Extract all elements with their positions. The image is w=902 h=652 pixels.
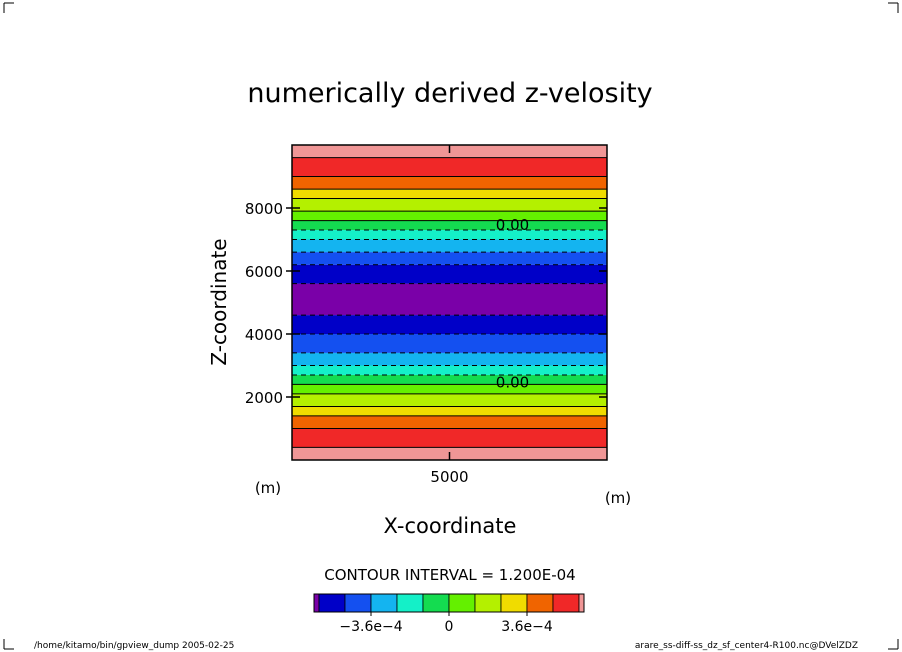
colorbar-swatch [422, 593, 450, 613]
corner-mark-top-right [888, 2, 899, 13]
colorbar-swatch [344, 593, 372, 613]
contour-band [292, 315, 607, 334]
contour-band [292, 384, 607, 394]
y-tick-label: 2000 [245, 389, 283, 407]
corner-marks [3, 2, 899, 650]
chart-title: numerically derived z-velosity [247, 78, 652, 109]
colorbar-swatch [552, 593, 580, 613]
contour-band [292, 157, 607, 177]
contour-label: 0.00 [496, 373, 529, 391]
y-axis-unit: (m) [255, 479, 281, 497]
colorbar-swatch [578, 593, 585, 613]
colorbar-swatch [526, 593, 554, 613]
footer-right: arare_ss-diff-ss_dz_sf_center4-R100.nc@D… [635, 641, 858, 651]
colorbar-swatch [318, 593, 346, 613]
corner-mark-top-left [3, 2, 14, 13]
footer-left: /home/kitamo/bin/gpview_dump 2005-02-25 [34, 641, 234, 651]
corner-mark-bottom-left [3, 639, 14, 650]
contour-band [292, 176, 607, 190]
plot-area: 0.00 0.00 2000 4000 6000 8000 5000 [245, 144, 608, 486]
contour-band [292, 252, 607, 265]
y-tick-label: 4000 [245, 326, 283, 344]
y-axis-label: Z-coordinate [207, 238, 231, 365]
colorbar-label: 3.6e−4 [501, 619, 553, 635]
contour-band [292, 365, 607, 375]
contour-interval-text: CONTOUR INTERVAL = 1.200E-04 [324, 566, 575, 584]
contour-band [292, 374, 607, 385]
colorbar-label: 0 [445, 619, 454, 635]
contour-band [292, 189, 607, 199]
colorbar-swatch [474, 593, 502, 613]
contour-band [292, 230, 607, 240]
colorbar-label: −3.6e−4 [339, 619, 402, 635]
contour-band [292, 393, 607, 407]
y-tick-label: 6000 [245, 263, 283, 281]
contour-band [292, 220, 607, 231]
colorbar-swatch [500, 593, 528, 613]
x-tick-label: 5000 [430, 468, 468, 486]
colorbar-swatch [313, 593, 320, 613]
colorbar-swatch [396, 593, 424, 613]
contour-band [292, 264, 607, 284]
contour-band [292, 239, 607, 253]
contour-band [292, 198, 607, 212]
x-axis-unit: (m) [605, 489, 631, 507]
x-axis-label: X-coordinate [384, 514, 517, 538]
contour-band [292, 428, 607, 448]
colorbar-swatch [370, 593, 398, 613]
colorbar: −3.6e−4 0 3.6e−4 [313, 593, 585, 635]
contour-band [292, 211, 607, 221]
contour-band [292, 334, 607, 353]
contour-band [292, 406, 607, 416]
corner-mark-bottom-right [888, 639, 899, 650]
contour-band [292, 352, 607, 366]
contour-label: 0.00 [496, 216, 529, 234]
y-tick-label: 8000 [245, 200, 283, 218]
colorbar-swatch [448, 593, 476, 613]
contour-band [292, 283, 607, 316]
contour-band [292, 415, 607, 429]
